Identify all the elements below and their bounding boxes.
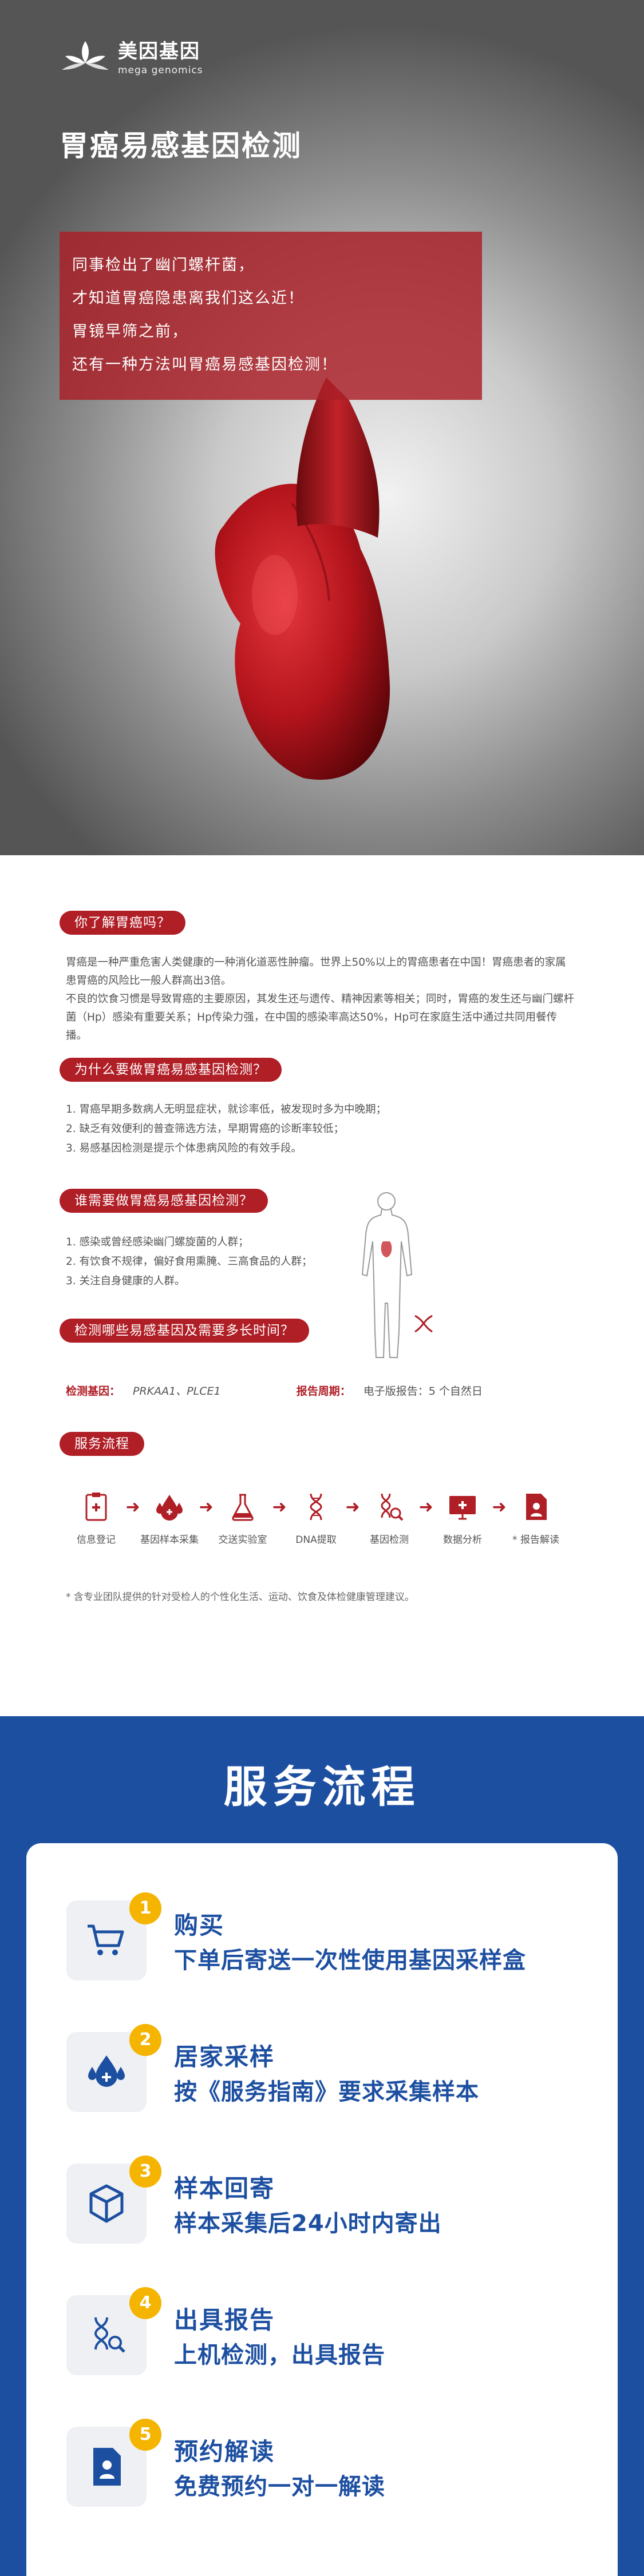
info-section: 你了解胃癌吗？ 胃癌是一种严重危害人类健康的一种消化道恶性肿瘤。世界上50%以上…: [0, 855, 644, 1716]
box-icon: [89, 2184, 124, 2223]
period-label: 报告周期：: [296, 1385, 351, 1398]
drops-icon: [88, 2055, 125, 2087]
service-step-3: 3 样本回寄 样本采集后24小时内寄出: [66, 2156, 593, 2249]
page-title: 胃癌易感基因检测: [60, 129, 302, 162]
service-card: 1 购买 下单后寄送一次性使用基因采样盒 2 居家采样 按《服务指南》要求采集样…: [26, 1843, 618, 2576]
flow-footnote: * 含专业团队提供的针对受检人的个性化生活、运动、饮食及体检健康管理建议。: [66, 1591, 414, 1603]
section-heading-genes: 检测哪些易感基因及需要多长时间？: [60, 1319, 309, 1343]
cart-icon: [88, 1924, 124, 1955]
list-item: 1. 感染或曾经感染幽门螺旋菌的人群；: [66, 1236, 249, 1248]
monitor-icon: [449, 1496, 476, 1520]
arrow-right-icon: ➜: [492, 1497, 507, 1517]
hero-line-1: 同事检出了幽门螺杆菌，: [72, 256, 255, 274]
service-step-5: 5 预约解读 免费预约一对一解读: [66, 2419, 593, 2513]
about-paragraph-1: 胃癌是一种严重危害人类健康的一种消化道恶性肿瘤。世界上50%以上的胃癌患者在中国…: [66, 956, 566, 987]
gene-value: PRKAA1、PLCE1: [133, 1385, 221, 1398]
step-name: 居家采样: [174, 2043, 275, 2071]
step-desc: 按《服务指南》要求采集样本: [174, 2079, 479, 2105]
who-list: 1. 感染或曾经感染幽门螺旋菌的人群； 2. 有饮食不规律，偏好食用熏腌、三高食…: [66, 1233, 313, 1291]
brand-logo: 美因基因 mega genomics: [60, 35, 203, 76]
hero-line-2: 才知道胃癌隐患离我们这么近！: [72, 289, 305, 307]
hero-message-box: 同事检出了幽门螺杆菌， 才知道胃癌隐患离我们这么近！ 胃镜早筛之前， 还有一种方…: [60, 232, 482, 400]
lotus-logo-icon: [62, 41, 109, 70]
gene-microscope-icon: [381, 1493, 404, 1521]
flow-step: * 报告解读: [504, 1490, 568, 1546]
arrow-right-icon: ➜: [418, 1497, 433, 1517]
flow-step: 信息登记: [64, 1490, 128, 1546]
about-paragraph-2: 不良的饮食习惯是导致胃癌的主要原因，其发生还与遗传、精神因素等相关；同时，胃癌的…: [66, 993, 575, 1042]
step-name: 购买: [174, 1911, 225, 1939]
service-step-1: 1 购买 下单后寄送一次性使用基因采样盒: [66, 1892, 593, 1986]
step-number-badge: 3: [129, 2156, 161, 2188]
hero-section: 美因基因 mega genomics 胃癌易感基因检测 同事检出了幽门螺杆菌， …: [0, 0, 644, 855]
brand-name-cn: 美因基因: [118, 40, 200, 63]
service-step-4: 4 出具报告 上机检测，出具报告: [66, 2287, 593, 2381]
step-number-badge: 4: [129, 2287, 161, 2319]
step-number-badge: 1: [129, 1892, 161, 1924]
flow-step: 基因检测: [357, 1490, 421, 1546]
section-heading-who: 谁需要做胃癌易感基因检测？: [60, 1189, 268, 1213]
step-name: 出具报告: [174, 2306, 275, 2334]
section-heading-flow: 服务流程: [60, 1432, 144, 1456]
flow-step: 数据分析: [430, 1490, 495, 1546]
hero-line-3: 胃镜早筛之前，: [72, 323, 188, 340]
arrow-right-icon: ➜: [272, 1497, 287, 1517]
period-value: 电子版报告：5 个自然日: [363, 1385, 483, 1398]
step-name: 预约解读: [174, 2438, 275, 2466]
step-desc: 样本采集后24小时内寄出: [174, 2210, 442, 2237]
arrow-right-icon: ➜: [125, 1497, 140, 1517]
step-desc: 免费预约一对一解读: [174, 2474, 385, 2500]
flow-step: DNA提取: [284, 1490, 348, 1546]
boxing-glove-illustration: [215, 378, 390, 780]
flask-icon: [232, 1494, 254, 1521]
section-heading-about: 你了解胃癌吗？: [60, 911, 185, 935]
why-list: 1. 胃癌早期多数病人无明显症状，就诊率低，被发现时多为中晚期； 2. 缺乏有效…: [66, 1100, 386, 1158]
flow-steps: 信息登记 ➜ 基因样本采集 ➜ 交送实验室 ➜ DNA提取 ➜ 基因检测 ➜ 数…: [64, 1490, 579, 1546]
brand-name-en: mega genomics: [118, 65, 203, 76]
drops-icon: [156, 1495, 183, 1521]
report-person-icon: [93, 2448, 121, 2486]
arrow-right-icon: ➜: [345, 1497, 360, 1517]
dna-microscope-icon: [94, 2317, 125, 2353]
hero-line-4: 还有一种方法叫胃癌易感基因检测！: [72, 356, 338, 374]
list-item: 2. 缺乏有效便利的普查筛选方法，早期胃癌的诊断率较低；: [66, 1123, 345, 1135]
list-item: 1. 胃癌早期多数病人无明显症状，就诊率低，被发现时多为中晚期；: [66, 1104, 387, 1116]
list-item: 3. 易感基因检测是提示个体患病风险的有效手段。: [66, 1142, 302, 1154]
clipboard-icon: [85, 1493, 107, 1521]
list-item: 3. 关注自身健康的人群。: [66, 1275, 185, 1287]
dna-icon: [414, 1315, 433, 1333]
step-number-badge: 5: [129, 2419, 161, 2451]
stomach-icon: [381, 1241, 392, 1257]
flow-step: 交送实验室: [211, 1490, 275, 1546]
arrow-right-icon: ➜: [199, 1497, 214, 1517]
service-step-2: 2 居家采样 按《服务指南》要求采集样本: [66, 2024, 593, 2118]
step-desc: 下单后寄送一次性使用基因采样盒: [174, 1947, 526, 1974]
human-body-illustration: [361, 1192, 433, 1358]
service-title: 服务流程: [223, 1761, 421, 1812]
gene-info-row: 检测基因： PRKAA1、PLCE1 报告周期： 电子版报告：5 个自然日: [66, 1383, 483, 1398]
step-number-badge: 2: [129, 2024, 161, 2056]
step-desc: 上机检测，出具报告: [174, 2342, 385, 2368]
section-heading-why: 为什么要做胃癌易感基因检测？: [60, 1058, 282, 1082]
report-icon: [526, 1494, 547, 1520]
list-item: 2. 有饮食不规律，偏好食用熏腌、三高食品的人群；: [66, 1256, 313, 1268]
service-section: 服务流程 1 购买 下单后寄送一次性使用基因采样盒 2 居家采样 按《服务指南》…: [0, 1716, 644, 2576]
flow-step: 基因样本采集: [137, 1490, 202, 1546]
step-name: 样本回寄: [174, 2174, 275, 2202]
gene-label: 检测基因：: [66, 1385, 121, 1398]
dna-icon: [310, 1493, 322, 1521]
